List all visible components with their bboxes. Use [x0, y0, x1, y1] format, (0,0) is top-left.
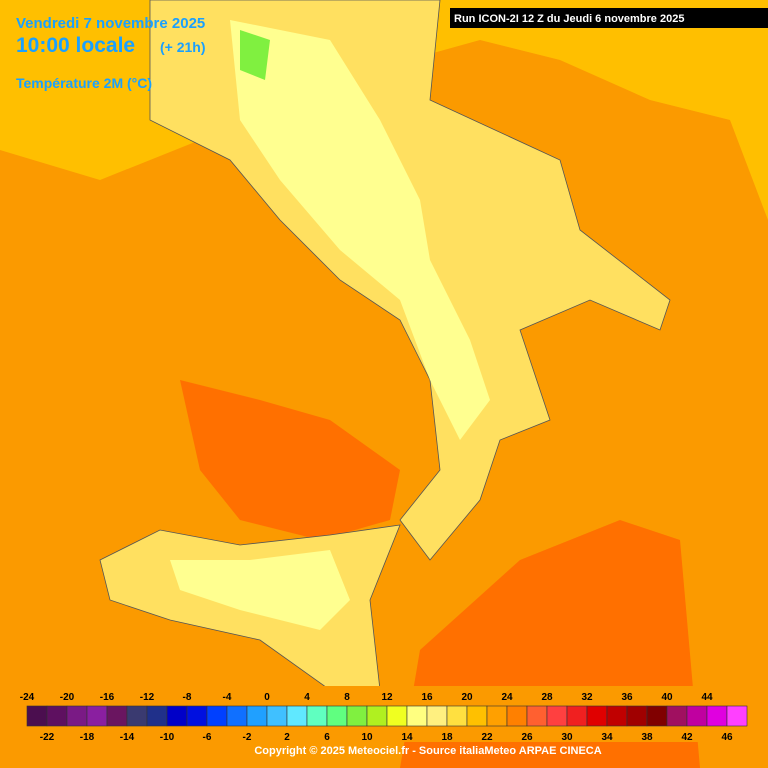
- legend-label: 8: [344, 692, 350, 703]
- legend-cell: [586, 705, 608, 727]
- legend-label: -18: [80, 732, 95, 743]
- legend-label: -2: [243, 732, 252, 743]
- legend-label: 44: [701, 692, 713, 703]
- legend-cell: [126, 705, 148, 727]
- legend-cell: [326, 705, 348, 727]
- legend-label: -24: [20, 692, 35, 703]
- legend-label: 38: [641, 732, 653, 743]
- apennines: [230, 20, 490, 440]
- lead: (+ 21h): [160, 39, 206, 55]
- legend-label: 12: [381, 692, 393, 703]
- legend-label: -8: [183, 692, 192, 703]
- legend-label: 46: [721, 732, 733, 743]
- legend-label: -4: [223, 692, 232, 703]
- legend-cell: [226, 705, 248, 727]
- legend-cell: [26, 705, 48, 727]
- legend-label: 34: [601, 732, 613, 743]
- legend-label: 28: [541, 692, 553, 703]
- legend-cell: [426, 705, 448, 727]
- legend-label: -20: [60, 692, 75, 703]
- legend-cell: [486, 705, 508, 727]
- legend-cell: [386, 705, 408, 727]
- legend-cell: [406, 705, 428, 727]
- legend-cell: [686, 705, 708, 727]
- legend-label: 18: [441, 732, 453, 743]
- legend-cell: [606, 705, 628, 727]
- run-box: [450, 8, 768, 28]
- time: 10:00 locale: [16, 34, 135, 57]
- legend-label: 20: [461, 692, 473, 703]
- legend-cell: [646, 705, 668, 727]
- legend-label: -16: [100, 692, 115, 703]
- run-info: Run ICON-2I 12 Z du Jeudi 6 novembre 202…: [454, 13, 684, 25]
- legend-label: 26: [521, 732, 533, 743]
- legend-label: 14: [401, 732, 413, 743]
- legend-cell: [246, 705, 268, 727]
- legend-cell: [166, 705, 188, 727]
- legend-cell: [626, 705, 648, 727]
- legend: -24 -20 -16 -12 -8 -4 0 4 8 12 16 20 24 28 32 36 40 44-22…: [12, 686, 758, 743]
- legend-cell: [726, 705, 748, 727]
- legend-cell: [306, 705, 328, 727]
- legend-cell: [506, 705, 528, 727]
- legend-cell: [266, 705, 288, 727]
- legend-label: 32: [581, 692, 593, 703]
- legend-cell: [466, 705, 488, 727]
- cold-spot: [240, 30, 270, 80]
- legend-cell: [186, 705, 208, 727]
- legend-cell: [146, 705, 168, 727]
- legend-cell: [46, 705, 68, 727]
- legend-cell: [66, 705, 88, 727]
- legend-label: 6: [324, 732, 330, 743]
- legend-cell: [706, 705, 728, 727]
- legend-cell: [366, 705, 388, 727]
- legend-label: 36: [621, 692, 633, 703]
- legend-label: 0: [264, 692, 270, 703]
- legend-label: 40: [661, 692, 673, 703]
- legend-cell: [286, 705, 308, 727]
- legend-cell: [546, 705, 568, 727]
- legend-label: 42: [681, 732, 693, 743]
- legend-cell: [446, 705, 468, 727]
- tyrrhenian-warm: [180, 380, 400, 540]
- legend-label: -10: [160, 732, 175, 743]
- date: Vendredi 7 novembre 2025: [16, 15, 205, 32]
- legend-label: 30: [561, 732, 573, 743]
- legend-label: 22: [481, 732, 493, 743]
- legend-cell: [86, 705, 108, 727]
- legend-label: -14: [120, 732, 135, 743]
- legend-label: -22: [40, 732, 55, 743]
- legend-label: 2: [284, 732, 290, 743]
- legend-label: 24: [501, 692, 513, 703]
- legend-cell: [666, 705, 688, 727]
- legend-cell: [346, 705, 368, 727]
- legend-label: -12: [140, 692, 155, 703]
- legend-label: 16: [421, 692, 433, 703]
- legend-cell: [566, 705, 588, 727]
- sicily-interior: [170, 550, 350, 630]
- variable: Température 2M (°C): [16, 75, 152, 91]
- copyright: Copyright © 2025 Meteociel.fr - Source i…: [254, 745, 601, 757]
- legend-label: 4: [304, 692, 310, 703]
- legend-cell: [206, 705, 228, 727]
- legend-label: 10: [361, 732, 373, 743]
- legend-cell: [526, 705, 548, 727]
- legend-label: -6: [203, 732, 212, 743]
- legend-cell: [106, 705, 128, 727]
